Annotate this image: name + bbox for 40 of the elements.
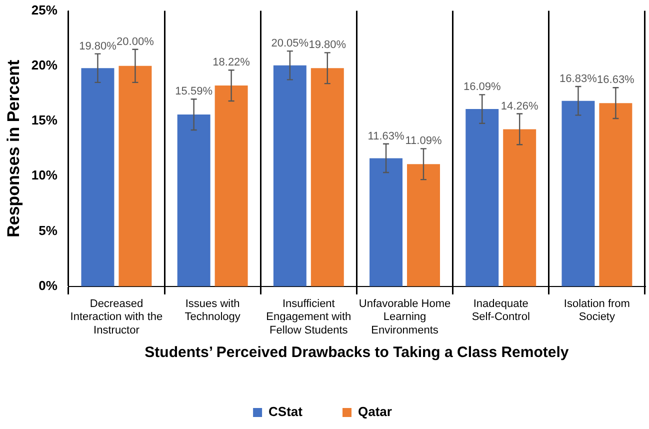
data-label: 18.22% — [212, 56, 250, 69]
data-label: 11.63% — [368, 130, 404, 142]
x-tick-label: Insufficient Engagement with Fellow Students — [266, 298, 352, 336]
legend-label: CStat — [268, 404, 304, 420]
data-label: 19.80% — [79, 40, 117, 52]
bar — [118, 66, 152, 286]
bar — [466, 109, 499, 286]
x-axis-title: Students’ Perceived Drawbacks to Taking a Class Remotely — [144, 344, 570, 362]
x-tick-label: Isolation from Society — [564, 298, 630, 324]
x-tick-label: Inadequate Self-Control — [472, 298, 530, 324]
y-tick-label: 25% — [31, 2, 58, 18]
bar — [370, 158, 403, 286]
bar — [599, 103, 632, 286]
data-label: 16.63% — [597, 74, 635, 86]
bar — [273, 65, 306, 286]
bar — [81, 68, 114, 286]
bar — [407, 164, 440, 286]
y-axis-title: Responses in Percent — [4, 59, 23, 238]
data-label: 19.80% — [308, 39, 346, 52]
bar — [177, 114, 210, 286]
data-label: 16.83% — [560, 73, 598, 86]
y-tick-label: 15% — [31, 112, 58, 128]
data-label: 11.09% — [405, 135, 442, 148]
bar — [214, 86, 248, 286]
data-label: 16.09% — [463, 81, 501, 94]
x-tick-label: Unfavorable Home Learning Environments — [358, 298, 451, 336]
legend-label: Qatar — [358, 404, 392, 420]
data-label: 15.59% — [175, 86, 213, 98]
y-tick-label: 20% — [31, 58, 58, 72]
y-tick-label: 10% — [31, 168, 58, 183]
x-tick-label: Decreased Interaction with the Instructor — [70, 298, 163, 336]
data-label: 14.26% — [500, 100, 538, 112]
data-label: 20.00% — [116, 36, 154, 48]
data-label: 20.05% — [271, 38, 309, 50]
x-tick-label: Issues with Technology — [184, 298, 241, 324]
y-tick-label: 0% — [38, 278, 58, 293]
bar — [310, 68, 344, 286]
bar — [503, 129, 536, 286]
bar — [562, 100, 595, 286]
y-tick-label: 5% — [38, 222, 58, 238]
